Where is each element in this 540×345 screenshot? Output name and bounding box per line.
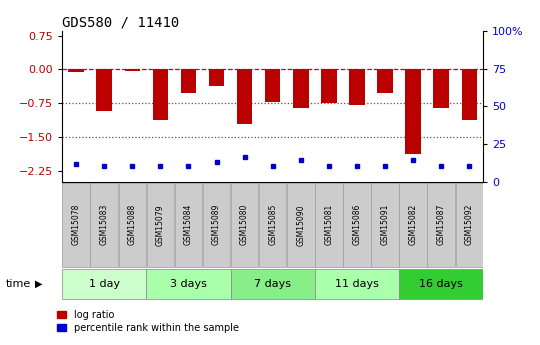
Text: ▶: ▶ bbox=[35, 279, 43, 289]
Text: 7 days: 7 days bbox=[254, 279, 291, 289]
FancyBboxPatch shape bbox=[147, 183, 174, 267]
Text: GSM15089: GSM15089 bbox=[212, 204, 221, 246]
FancyBboxPatch shape bbox=[119, 183, 146, 267]
Text: GSM15081: GSM15081 bbox=[325, 204, 333, 245]
Text: 1 day: 1 day bbox=[89, 279, 120, 289]
Bar bbox=[462, 69, 477, 120]
Text: GSM15079: GSM15079 bbox=[156, 204, 165, 246]
Text: GSM15091: GSM15091 bbox=[381, 204, 389, 246]
Text: GDS580 / 11410: GDS580 / 11410 bbox=[62, 16, 179, 30]
Bar bbox=[181, 69, 196, 93]
Bar bbox=[321, 69, 336, 103]
FancyBboxPatch shape bbox=[203, 183, 230, 267]
Text: GSM15085: GSM15085 bbox=[268, 204, 277, 246]
FancyBboxPatch shape bbox=[91, 183, 118, 267]
FancyBboxPatch shape bbox=[63, 183, 90, 267]
FancyBboxPatch shape bbox=[175, 183, 202, 267]
Text: 16 days: 16 days bbox=[419, 279, 463, 289]
FancyBboxPatch shape bbox=[315, 269, 399, 298]
Text: GSM15086: GSM15086 bbox=[353, 204, 361, 246]
FancyBboxPatch shape bbox=[62, 269, 146, 298]
Text: GSM15078: GSM15078 bbox=[72, 204, 80, 246]
FancyBboxPatch shape bbox=[287, 183, 314, 267]
FancyBboxPatch shape bbox=[456, 183, 483, 267]
FancyBboxPatch shape bbox=[259, 183, 286, 267]
Bar bbox=[153, 69, 168, 120]
Bar bbox=[434, 69, 449, 108]
Text: 3 days: 3 days bbox=[170, 279, 207, 289]
Legend: log ratio, percentile rank within the sample: log ratio, percentile rank within the sa… bbox=[53, 306, 243, 337]
Text: GSM15080: GSM15080 bbox=[240, 204, 249, 246]
Bar bbox=[125, 69, 140, 71]
FancyBboxPatch shape bbox=[400, 183, 427, 267]
Bar bbox=[237, 69, 252, 124]
Bar bbox=[406, 69, 421, 154]
FancyBboxPatch shape bbox=[372, 183, 399, 267]
FancyBboxPatch shape bbox=[231, 183, 258, 267]
FancyBboxPatch shape bbox=[231, 269, 315, 298]
FancyBboxPatch shape bbox=[399, 269, 483, 298]
FancyBboxPatch shape bbox=[146, 269, 231, 298]
Bar bbox=[377, 69, 393, 93]
FancyBboxPatch shape bbox=[428, 183, 455, 267]
Bar bbox=[69, 69, 84, 72]
Bar bbox=[293, 69, 308, 108]
Bar bbox=[209, 69, 224, 86]
Text: GSM15090: GSM15090 bbox=[296, 204, 305, 246]
Bar bbox=[349, 69, 364, 105]
Text: GSM15082: GSM15082 bbox=[409, 204, 417, 245]
Text: GSM15084: GSM15084 bbox=[184, 204, 193, 246]
Text: time: time bbox=[5, 279, 31, 289]
Bar bbox=[97, 69, 112, 111]
Text: GSM15092: GSM15092 bbox=[465, 204, 474, 246]
Bar bbox=[265, 69, 280, 102]
Text: GSM15087: GSM15087 bbox=[437, 204, 445, 246]
Text: GSM15083: GSM15083 bbox=[100, 204, 109, 246]
FancyBboxPatch shape bbox=[343, 183, 370, 267]
Text: GSM15088: GSM15088 bbox=[128, 204, 137, 245]
Text: 11 days: 11 days bbox=[335, 279, 379, 289]
FancyBboxPatch shape bbox=[315, 183, 342, 267]
